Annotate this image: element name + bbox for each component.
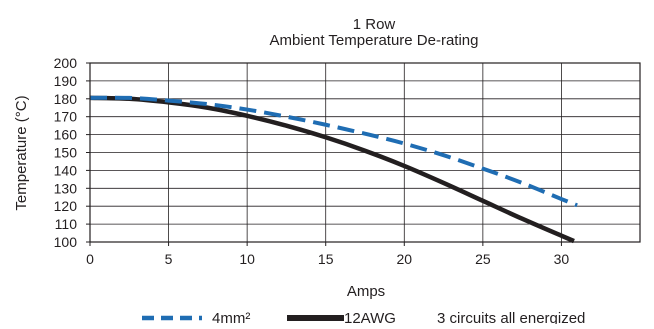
x-tick-label: 30 [554, 251, 570, 267]
y-tick-label: 170 [54, 109, 78, 125]
x-axis-label: Amps [347, 283, 385, 300]
x-tick-label: 25 [475, 251, 491, 267]
y-tick-label: 110 [55, 216, 78, 232]
series-line-dashed [89, 95, 578, 208]
y-axis-label: Temperature (°C) [13, 95, 30, 210]
y-tick-label: 120 [54, 198, 78, 214]
chart-title: 1 Row [353, 16, 396, 33]
y-tick-label: 100 [54, 234, 78, 250]
legend-label-4mm2: 4mm² [212, 310, 250, 324]
x-tick-label: 10 [239, 251, 255, 267]
x-tick-label: 5 [165, 251, 173, 267]
legend-label-12awg: 12AWG [344, 310, 396, 324]
series-line-solid [89, 95, 575, 244]
y-tick-label: 160 [54, 127, 78, 143]
y-tick-label: 140 [54, 162, 78, 178]
x-tick-label: 0 [86, 251, 94, 267]
y-tick-label: 190 [54, 73, 78, 89]
y-tick-label: 180 [54, 91, 78, 107]
y-tick-label: 150 [54, 145, 78, 161]
y-tick-label: 200 [54, 55, 78, 71]
legend: 4mm² 12AWG 3 circuits all energized [142, 310, 585, 327]
x-tick-label: 20 [396, 251, 412, 267]
chart-subtitle: Ambient Temperature De-rating [270, 32, 479, 49]
legend-annotation: 3 circuits all energized [437, 310, 585, 324]
y-tick-label: 130 [54, 180, 78, 196]
series-layer [89, 95, 578, 244]
x-tick-label: 15 [318, 251, 334, 267]
